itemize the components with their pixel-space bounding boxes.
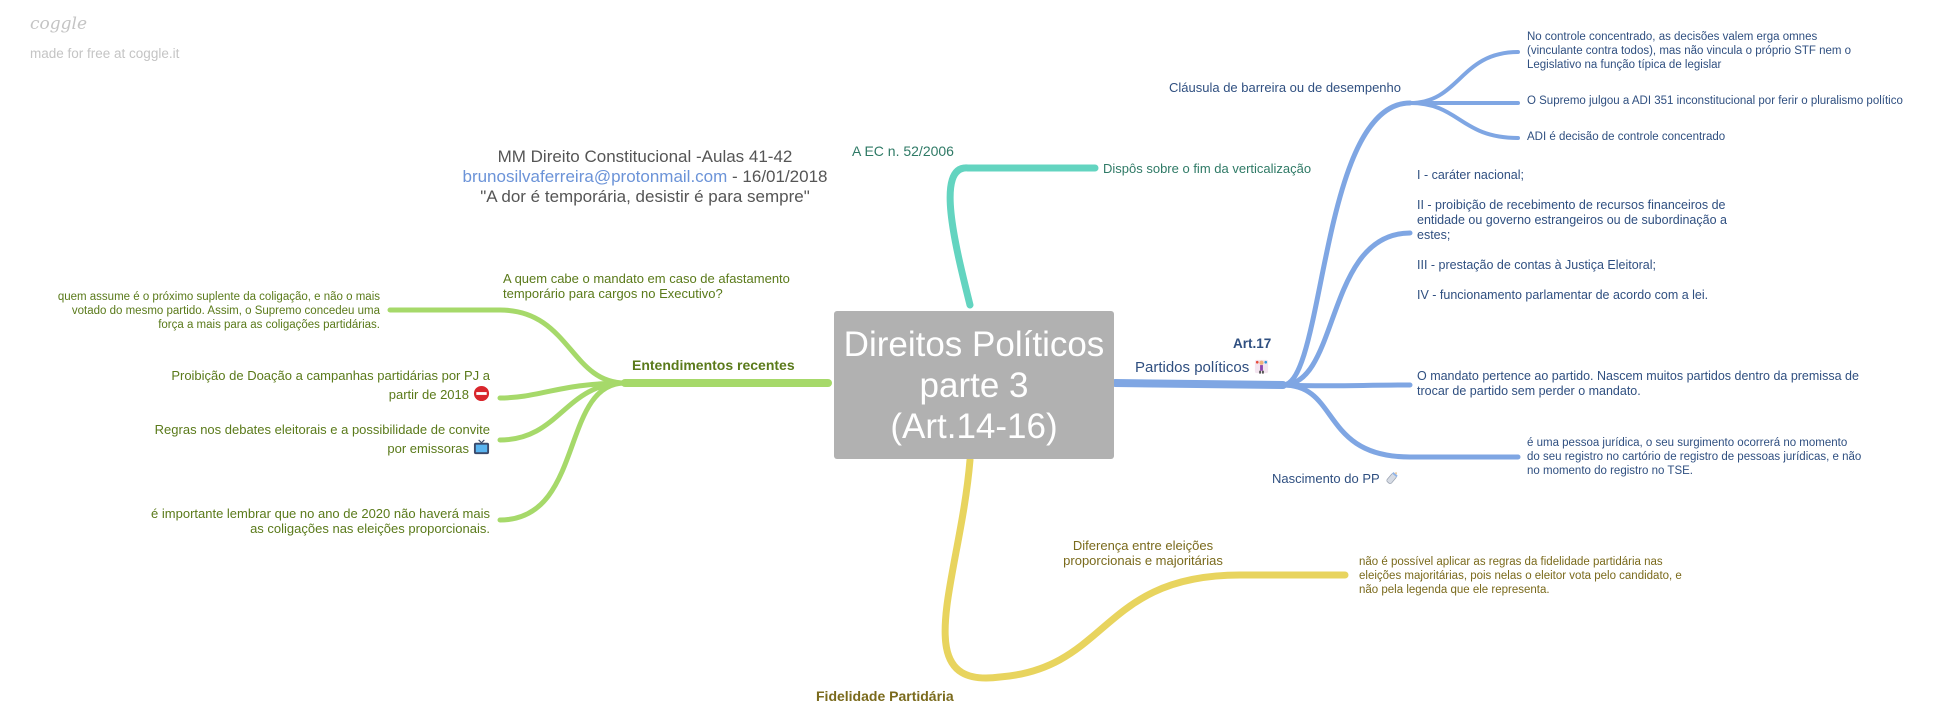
node-pessoa-juridica[interactable]: é uma pessoa jurídica, o seu surgimento … [1527, 436, 1861, 478]
text-line: eleições majoritárias, pois nelas o elei… [1359, 570, 1682, 582]
node-nascimento-pp[interactable]: Nascimento do PP [1272, 469, 1401, 486]
connector-green-coligacoes [497, 380, 628, 523]
inciso-ii: entidade ou governo estrangeiros ou de s… [1417, 213, 1727, 227]
node-entendimentos-recentes[interactable]: Entendimentos recentes [632, 357, 795, 373]
node-diferenca-eleicoes[interactable]: Diferença entre eleições proporcionais e… [1050, 538, 1236, 568]
central-line-1: Direitos Políticos [843, 324, 1105, 364]
text-line: temporário para cargos no Executivo? [503, 286, 723, 301]
inciso-ii: II - proibição de recebimento de recurso… [1417, 198, 1726, 212]
text-line-with-icon: partir de 2018 [110, 385, 490, 404]
text-line: Proibição de Doação a campanhas partidár… [171, 368, 490, 383]
text-line: Legislativo na função típica de legislar [1527, 59, 1722, 71]
text-line: partir de 2018 [388, 387, 469, 402]
text-line: do seu registro no cartório de registro … [1527, 451, 1862, 463]
inciso-iii: III - prestação de contas à Justiça Elei… [1417, 258, 1657, 272]
node-quem-cabe-mandato[interactable]: A quem cabe o mandato em caso de afastam… [503, 271, 790, 301]
node-mandato-partido[interactable]: O mandato pertence ao partido. Nascem mu… [1417, 369, 1859, 399]
connector-blue-clausula-child-1 [1408, 50, 1520, 105]
nascimento-label: Nascimento do PP [1272, 471, 1380, 486]
node-adi-controle[interactable]: ADI é decisão de controle concentrado [1527, 131, 1726, 143]
text-line: no momento do registro no TSE. [1527, 465, 1693, 477]
text-line: por emissoras [387, 441, 469, 456]
text-line: não é possível aplicar as regras da fide… [1359, 556, 1663, 568]
text-line: proporcionais e majoritárias [1063, 553, 1223, 568]
connector-blue-nascimento [1280, 382, 1521, 460]
inciso-ii: estes; [1417, 228, 1451, 242]
node-adi-351[interactable]: O Supremo julgou a ADI 351 inconstitucio… [1527, 95, 1903, 107]
text-line: (vinculante contra todos), mas não vincu… [1527, 45, 1852, 57]
text-line: quem assume é o próximo suplente da coli… [57, 291, 380, 303]
connector-teal-main [946, 164, 1099, 309]
node-clausula-barreira[interactable]: Cláusula de barreira ou de desempenho [1169, 80, 1401, 95]
text-line: O mandato pertence ao partido. Nascem mu… [1417, 369, 1859, 383]
connector-green-q [387, 307, 628, 386]
header-date: - 16/01/2018 [727, 167, 828, 186]
node-fidelidade-partidaria[interactable]: Fidelidade Partidária [816, 688, 954, 704]
text-line: No controle concentrado, as decisões val… [1527, 31, 1818, 43]
node-partidos-politicos[interactable]: Partidos políticos [1135, 358, 1270, 376]
inciso-iv: IV - funcionamento parlamentar de acordo… [1417, 288, 1709, 302]
node-regras-debates[interactable]: Regras nos debates eleitorais e a possib… [110, 420, 490, 458]
connector-blue-incisos [1280, 230, 1413, 388]
text-line: é uma pessoa jurídica, o seu surgimento … [1527, 437, 1848, 449]
header-title: MM Direito Constitucional -Aulas 41-42 [497, 147, 793, 166]
television-icon [473, 439, 490, 455]
email-link[interactable]: brunosilvaferreira@protonmail.com [462, 167, 728, 186]
header-block: MM Direito Constitucional -Aulas 41-42 b… [410, 147, 880, 207]
no-entry-icon [473, 385, 490, 402]
node-incisos[interactable]: I - caráter nacional; II - proibição de … [1417, 168, 1727, 303]
juggler-icon [1255, 359, 1269, 374]
connector-blue-mandato [1280, 382, 1413, 389]
node-proximo-suplente[interactable]: quem assume é o próximo suplente da coli… [20, 290, 380, 332]
connector-blue-main [1111, 379, 1287, 389]
text-line-with-icon: por emissoras [110, 439, 490, 458]
inciso-i: I - caráter nacional; [1417, 168, 1524, 182]
text-line: Diferença entre eleições [1072, 538, 1214, 553]
brand-subtitle-link[interactable]: made for free at coggle.it [30, 46, 180, 61]
text-line: trocar de partido sem perder o mandato. [1417, 384, 1641, 398]
central-node[interactable]: Direitos Políticos parte 3 (Art.14-16) [834, 311, 1114, 459]
text-line: votado do mesmo partido. Assim, o Suprem… [71, 305, 380, 317]
node-verticalizacao[interactable]: Dispôs sobre o fim da verticalização [1103, 161, 1312, 176]
coggle-logo[interactable]: coggle [30, 14, 88, 34]
node-ec-52[interactable]: A EC n. 52/2006 [852, 143, 954, 159]
baby-bottle-icon [1386, 472, 1398, 484]
header-quote: "A dor é temporária, desistir é para sem… [480, 187, 810, 206]
node-coligacoes-2020[interactable]: é importante lembrar que no ano de 2020 … [110, 506, 490, 536]
connector-blue-clausula-child-3 [1408, 101, 1520, 140]
text-line: as coligações nas eleições proporcionais… [250, 521, 490, 536]
node-art-17[interactable]: Art.17 [1233, 336, 1272, 351]
spacer [1417, 273, 1727, 288]
spacer [1417, 243, 1727, 258]
node-fidelidade-majoritarias[interactable]: não é possível aplicar as regras da fide… [1359, 555, 1682, 597]
text-line: não pela legenda que ele representa. [1359, 584, 1550, 596]
partidos-label: Partidos políticos [1135, 359, 1250, 376]
connector-blue-clausula [1280, 100, 1413, 388]
text-line: Regras nos debates eleitorais e a possib… [154, 422, 490, 437]
central-line-3: (Art.14-16) [890, 406, 1058, 446]
header-contact: brunosilvaferreira@protonmail.com - 16/0… [410, 167, 880, 187]
spacer [1417, 183, 1727, 198]
node-proibicao-doacao[interactable]: Proibição de Doação a campanhas partidár… [110, 366, 490, 404]
text-line: é importante lembrar que no ano de 2020 … [151, 506, 490, 521]
central-line-2: parte 3 [919, 365, 1029, 405]
connector-yellow-main [941, 456, 1349, 682]
text-line: A quem cabe o mandato em caso de afastam… [503, 271, 790, 286]
connector-green-debates [497, 380, 628, 443]
node-controle-concentrado[interactable]: No controle concentrado, as decisões val… [1527, 30, 1851, 72]
text-line: força a mais para as coligações partidár… [158, 319, 380, 331]
